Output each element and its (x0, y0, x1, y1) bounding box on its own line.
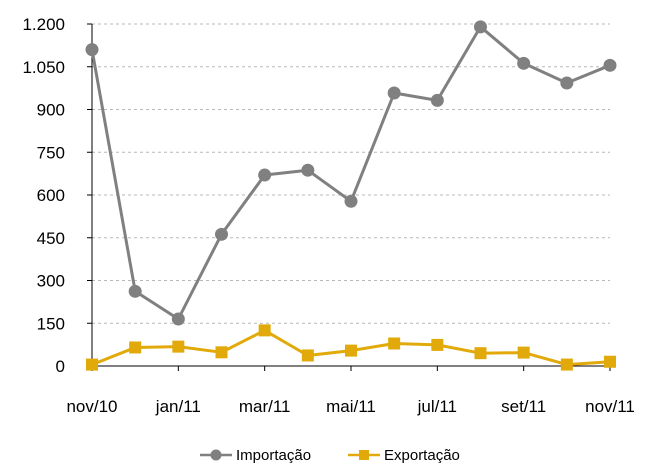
y-tick-label: 300 (37, 272, 65, 291)
series-exportacao (86, 324, 616, 371)
y-tick-label: 150 (37, 314, 65, 333)
data-point (474, 347, 487, 360)
legend-item: Exportação (348, 447, 460, 464)
x-tick-label: nov/11 (585, 397, 635, 416)
axes (87, 23, 611, 371)
data-point (172, 340, 185, 353)
x-tick-label: jul/11 (417, 397, 457, 416)
series (85, 20, 617, 371)
y-tick-label: 1.050 (22, 58, 65, 77)
data-point (387, 86, 401, 100)
legend-label: Exportação (384, 447, 460, 464)
x-tick-label: set/11 (501, 397, 546, 416)
x-tick-label: mai/11 (326, 397, 376, 416)
y-tick-label: 0 (56, 357, 65, 376)
data-point (215, 346, 228, 359)
series-importacao (85, 20, 617, 326)
data-point (258, 168, 272, 182)
data-point (388, 337, 401, 350)
data-point (86, 358, 98, 371)
legend: Importação Exportação (200, 447, 460, 464)
series-line (90, 25, 611, 321)
y-tick-label: 600 (37, 186, 65, 205)
data-point (517, 56, 531, 70)
y-tick-labels: 0 150 300 450 600 750 900 1.050 1.200 (22, 15, 65, 376)
legend-item: Importação (200, 447, 311, 464)
y-tick-label: 900 (37, 101, 65, 120)
data-point (431, 338, 444, 351)
data-point (603, 58, 617, 72)
legend-label: Importação (236, 447, 311, 464)
x-tick-label: mar/11 (239, 397, 291, 416)
data-point (560, 76, 574, 90)
legend-marker (359, 450, 369, 460)
data-point (474, 20, 487, 34)
data-point (517, 346, 530, 359)
data-point (345, 344, 357, 357)
data-point (129, 341, 142, 354)
data-point (171, 312, 185, 326)
x-tick-labels: nov/10 jan/11 mar/11 mai/11 jul/11 set/11 nov/… (66, 397, 634, 416)
data-point (258, 324, 271, 337)
y-tick-label: 450 (37, 229, 65, 248)
data-point (430, 93, 444, 107)
data-point (85, 43, 99, 57)
x-tick-label: jan/11 (155, 397, 201, 416)
data-point (301, 163, 315, 177)
data-point (344, 194, 358, 208)
gridlines (92, 23, 610, 324)
data-point (301, 349, 314, 362)
data-point (128, 284, 142, 298)
data-point (560, 358, 573, 371)
y-tick-label: 750 (37, 143, 65, 162)
y-tick-label: 1.200 (22, 15, 65, 34)
legend-marker (210, 449, 222, 461)
x-tick-label: nov/10 (66, 397, 117, 416)
data-point (215, 227, 228, 241)
data-point (604, 355, 616, 368)
